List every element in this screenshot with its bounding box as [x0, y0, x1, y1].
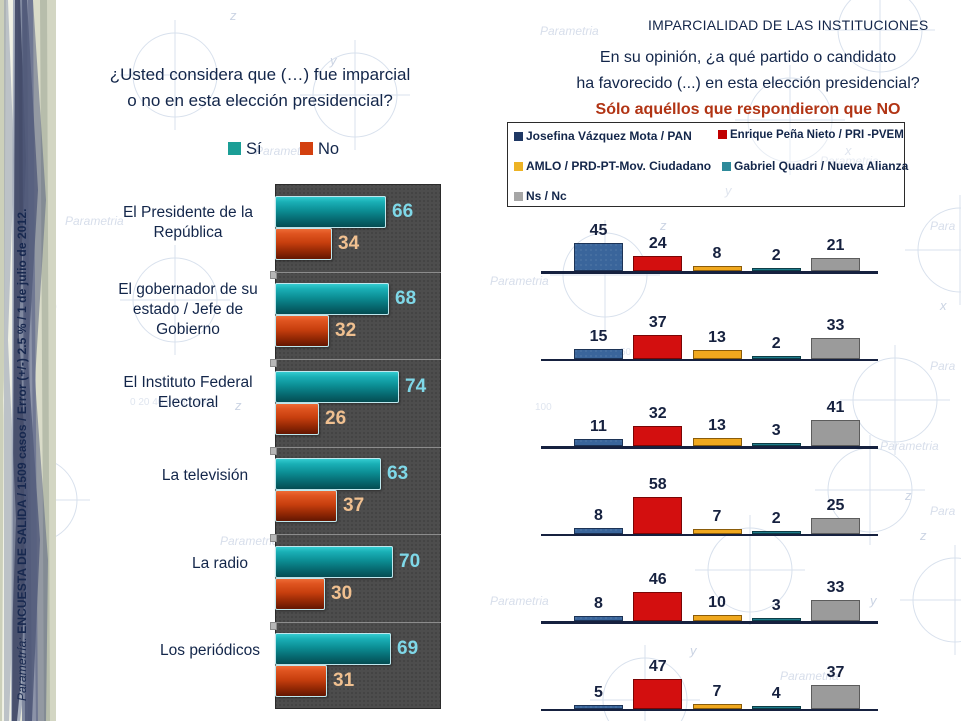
svg-text:Parametria: Parametria	[490, 274, 549, 288]
svg-text:Parametria: Parametria	[880, 439, 939, 453]
svg-text:z: z	[919, 528, 927, 543]
svg-text:x: x	[939, 298, 947, 313]
svg-text:z: z	[904, 488, 912, 503]
svg-text:Para: Para	[930, 504, 956, 518]
svg-text:Parametria: Parametria	[540, 24, 599, 38]
svg-text:Para: Para	[930, 219, 956, 233]
svg-text:z: z	[229, 8, 237, 23]
svg-text:Para: Para	[930, 359, 956, 373]
